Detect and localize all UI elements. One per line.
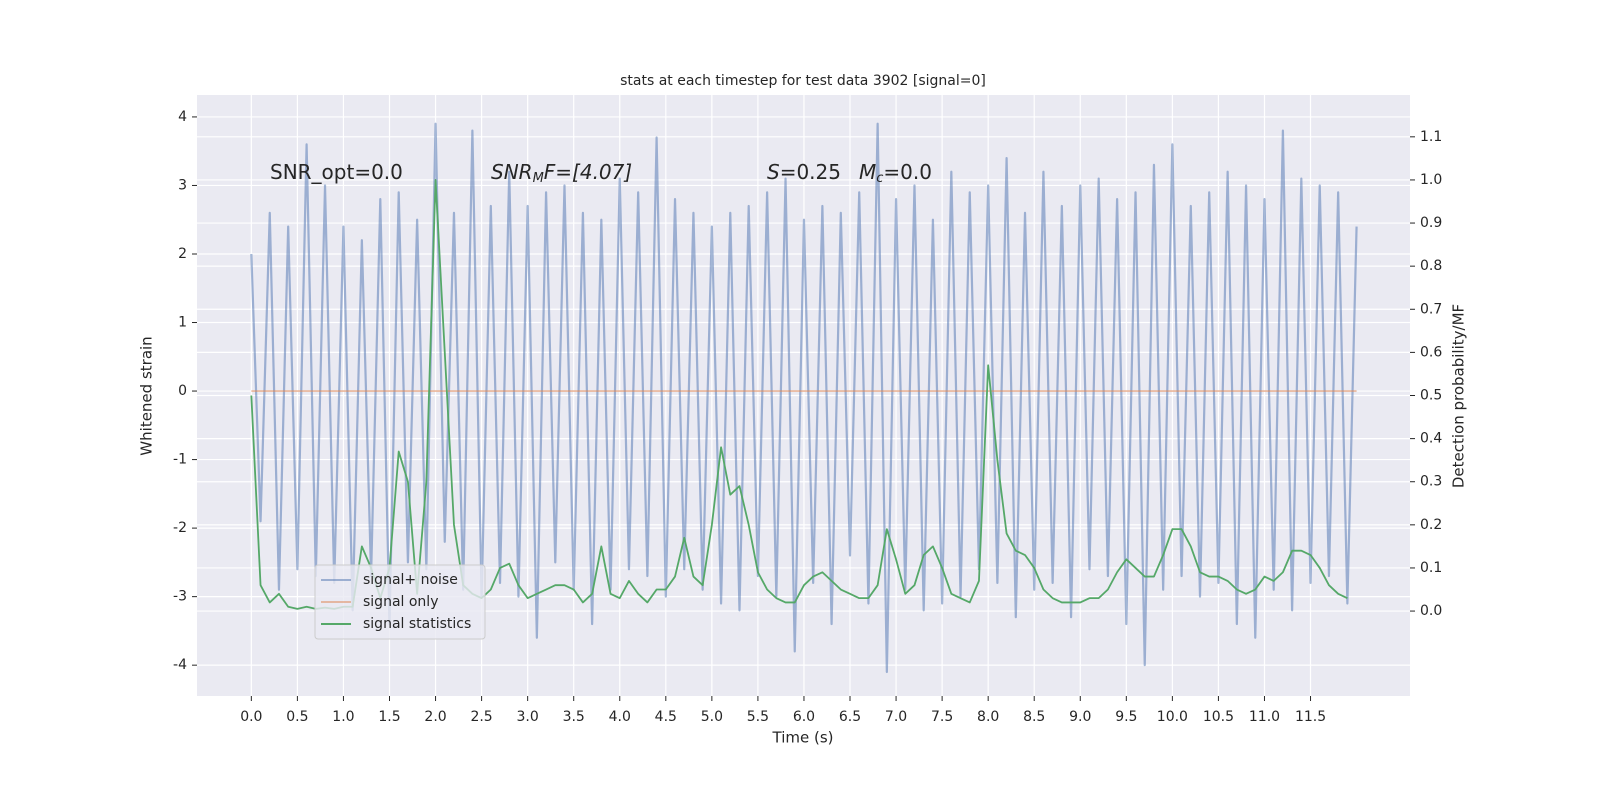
x-tick-label: 6.0 [793, 709, 815, 725]
legend-label: signal statistics [363, 616, 471, 632]
x-tick-label: 11.0 [1249, 709, 1280, 725]
y2-tick-label: 0.4 [1420, 431, 1442, 447]
legend-label: signal+ noise [363, 572, 458, 588]
x-tick-label: 4.0 [609, 709, 631, 725]
y2-tick-label: 0.0 [1420, 603, 1442, 619]
y-tick-label: -4 [173, 657, 187, 673]
y-tick-label: -1 [173, 452, 187, 468]
series-line [250, 179, 1348, 610]
x-tick-label: 9.0 [1069, 709, 1091, 725]
x-tick-label: 7.0 [885, 709, 907, 725]
y2-tick-label: 0.9 [1420, 215, 1442, 231]
annotation-text: SNR [491, 160, 533, 184]
y2-axis-label: Detection probability/MF [1450, 304, 1468, 488]
x-tick-label: 1.0 [332, 709, 354, 725]
legend-label: signal only [363, 594, 438, 610]
x-tick-label: 2.5 [470, 709, 492, 725]
annotation: S=0.25 [767, 160, 841, 184]
annotation: SNR_opt=0.0 [270, 160, 403, 184]
legend: signal+ noise signal only signal statistic… [314, 564, 486, 640]
annotation-subscript: M [533, 171, 544, 186]
x-tick-label: 0.5 [286, 709, 308, 725]
x-tick-label: 4.5 [655, 709, 677, 725]
series-line [250, 122, 1358, 674]
y2-tick-label: 1.1 [1420, 129, 1442, 145]
annotation-text: =0.25 [780, 160, 841, 184]
legend-box [314, 564, 486, 640]
y2-tick-label: 0.8 [1420, 258, 1442, 274]
x-tick-label: 1.5 [378, 709, 400, 725]
annotation-text: =0.0 [883, 160, 932, 184]
x-tick-label: 5.0 [701, 709, 723, 725]
annotation-text: M [859, 160, 876, 184]
x-tick-label: 10.5 [1203, 709, 1234, 725]
x-tick-label: 6.5 [839, 709, 861, 725]
y2-tick-label: 0.7 [1420, 301, 1442, 317]
x-tick-label: 11.5 [1295, 709, 1326, 725]
x-tick-label: 0.0 [240, 709, 262, 725]
annotation-subscript: c [876, 171, 883, 186]
y2-tick-label: 0.6 [1420, 344, 1442, 360]
chart-title: stats at each timestep for test data 390… [620, 73, 986, 89]
x-tick-label: 2.0 [424, 709, 446, 725]
y-tick-label: 2 [178, 246, 187, 262]
y2-tick-label: 0.1 [1420, 560, 1442, 576]
x-tick-label: 8.5 [1023, 709, 1045, 725]
x-tick-label: 7.5 [931, 709, 953, 725]
y-tick-label: 3 [178, 177, 187, 193]
annotation: SNRMF=[4.07] [491, 160, 632, 186]
y-tick-label: -3 [173, 589, 187, 605]
x-tick-label: 8.0 [977, 709, 999, 725]
x-axis-label: Time (s) [772, 729, 834, 747]
y2-tick-label: 1.0 [1420, 172, 1442, 188]
x-tick-label: 10.0 [1157, 709, 1188, 725]
annotation-text: F=[4.07] [544, 160, 632, 184]
x-tick-label: 9.5 [1115, 709, 1137, 725]
x-tick-label: 3.5 [563, 709, 585, 725]
x-tick-label: 3.0 [517, 709, 539, 725]
x-tick-label: 5.5 [747, 709, 769, 725]
y-axis-label: Whitened strain [138, 336, 156, 455]
y2-tick-label: 0.2 [1420, 517, 1442, 533]
y-tick-label: 4 [178, 109, 187, 125]
y-tick-label: 1 [178, 315, 187, 331]
y-tick-label: -2 [173, 520, 187, 536]
annotation-text: S [767, 160, 780, 184]
marks [250, 122, 1358, 674]
y-tick-label: 0 [178, 383, 187, 399]
y2-tick-label: 0.5 [1420, 388, 1442, 404]
annotation-text: SNR_opt=0.0 [270, 160, 403, 184]
y2-tick-label: 0.3 [1420, 474, 1442, 490]
annotation: Mc=0.0 [859, 160, 932, 186]
